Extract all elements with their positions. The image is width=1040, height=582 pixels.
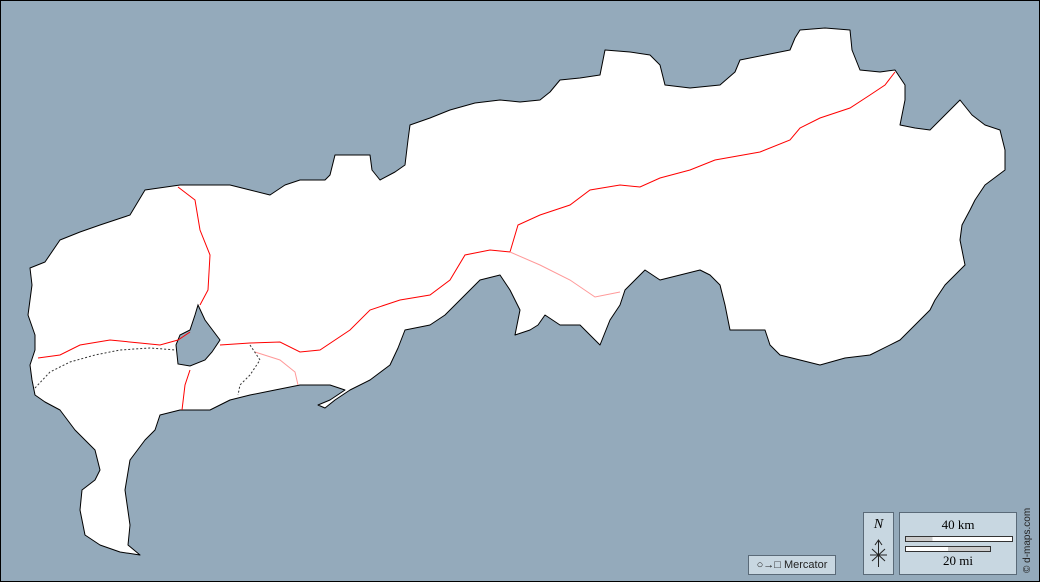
land-region xyxy=(27,27,1006,556)
dotted-boundary xyxy=(34,347,177,389)
compass-icon xyxy=(870,539,887,567)
projection-label: ○→□ Mercator xyxy=(748,555,836,575)
circle-to-square-icon: ○→□ xyxy=(756,559,784,571)
lake xyxy=(175,303,221,367)
border-line-minor xyxy=(254,351,299,386)
scale-km-label: 40 km xyxy=(941,517,975,532)
border-line xyxy=(181,369,191,411)
dotted-boundary xyxy=(237,344,261,396)
border-line xyxy=(219,71,896,353)
scale-mi-label: 20 mi xyxy=(943,553,973,568)
scale-mi-bar xyxy=(905,546,991,552)
border-line xyxy=(177,186,211,306)
north-arrow: N xyxy=(863,512,894,575)
north-label: N xyxy=(873,517,884,532)
border-line xyxy=(37,331,191,359)
border-line-minor xyxy=(509,251,621,298)
credit: © d-maps.com xyxy=(1022,507,1033,573)
scale-km-bar xyxy=(905,536,1013,542)
scale-bar: 40 km 20 mi xyxy=(899,512,1017,575)
